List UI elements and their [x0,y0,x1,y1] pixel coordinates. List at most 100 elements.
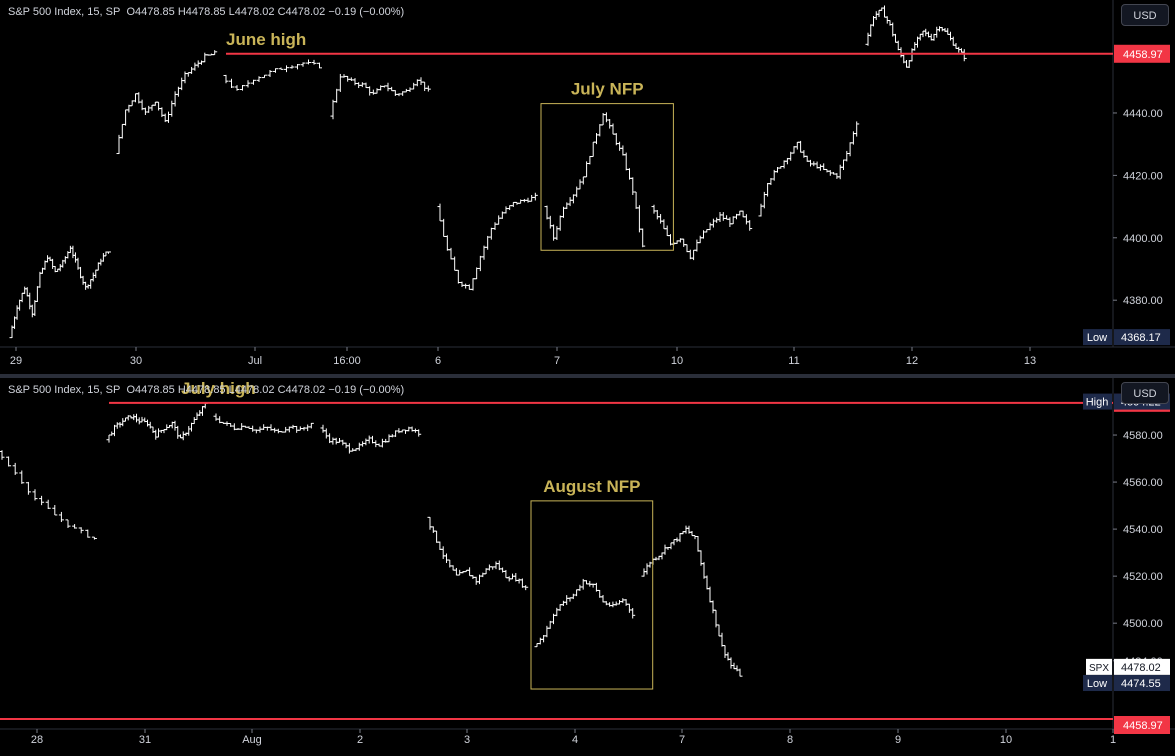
ohlc-bar [305,424,311,432]
ohlc-bar [873,11,879,20]
pane-separator[interactable] [0,374,1175,378]
ohlc-bar [430,526,436,533]
ohlc-bar [407,87,413,92]
time-tick-label: 12 [906,355,918,367]
ohlc-bar [19,470,25,484]
ohlc-bar [865,32,871,46]
level2-price-badge [1114,716,1170,734]
ohlc-bar [65,519,71,529]
ohlc-bar [547,215,553,229]
ohlc-bar [617,141,623,151]
level2-price-badge-label: 4458.97 [1123,720,1163,732]
low-badge-tag [1083,329,1112,346]
ohlc-bar [37,271,43,288]
ohlc-bar [6,456,12,467]
ohlc-bar [32,489,38,501]
ohlc-bar [636,205,642,233]
ohlc-bar [359,82,365,88]
ohlc-bar [213,413,219,421]
ohlc-bar [0,450,5,460]
ohlc-bar [273,68,278,73]
ohlc-bar [554,607,560,617]
chart-svg-bottom[interactable]: 4484.004500.004520.004540.004560.004580.… [0,378,1175,756]
ohlc-bar [808,159,813,167]
ohlc-bar [311,59,317,65]
chart-pane-bottom[interactable]: 4484.004500.004520.004540.004560.004580.… [0,378,1175,756]
ohlc-bar [166,111,171,123]
ohlc-bar [70,245,76,259]
ohlc-bar [169,100,175,117]
ohlc-bar [119,123,125,139]
ohlc-bar [78,527,84,534]
ohlc-bar [945,28,951,35]
ohlc-bar [503,206,509,214]
ohlc-bar [948,31,953,41]
ohlc-bar [485,235,491,250]
ohlc-bar [701,562,707,579]
ohlc-bar [912,42,918,51]
ohlc-bar [610,123,616,135]
ohlc-bar [441,218,447,237]
time-tick-label: 7 [554,355,560,367]
ohlc-bar [337,437,342,443]
ohlc-bar [659,552,665,560]
ohlc-bar [895,40,901,51]
ohlc-bar [88,279,94,289]
ohlc-bar [374,88,380,94]
ohlc-bar [455,269,461,284]
ohlc-bar [743,214,749,225]
ohlc-bar [923,28,929,37]
ohlc-bar [202,52,208,63]
ohlc-bar [153,429,159,440]
nfp-highlight-box [540,103,674,251]
currency-button-top[interactable]: USD [1121,4,1169,26]
chart-svg-top[interactable]: 4380.00 4400.00 4420.00 4440.00 29 30 Jul 16:00… [0,0,1175,374]
ohlc-bar [620,145,626,156]
currency-button-bottom[interactable]: USD [1121,382,1169,404]
ohlc-bar [841,159,846,171]
price-tick-label: 4420.00 [1123,170,1163,182]
ohlc-bar [356,442,362,451]
symbol-legend-bottom: S&P 500 Index, 15, SP O4478.85 H4478.85 … [8,384,404,396]
ohlc-bar [363,438,369,446]
ohlc-bar [662,544,668,555]
ohlc-bar [191,417,197,425]
ohlc-bar [516,578,522,584]
ohlc-bar [917,33,923,41]
ohlc-bar [544,205,550,220]
ohlc-bar [854,121,860,137]
ohlc-bar [275,428,281,434]
ohlc-bar [93,269,99,278]
ohlc-bar [308,422,314,429]
ohlc-bar [29,304,35,318]
ohlc-bar [453,567,459,576]
level-annotation: July high [181,379,256,398]
ohlc-bar [156,101,162,111]
ohlc-bar [459,281,465,287]
ohlc-bar [467,567,473,577]
price-tick-label: 4540.00 [1123,524,1163,536]
ohlc-bar [348,77,354,81]
nfp-highlight-box [530,500,654,690]
ohlc-bar [106,434,112,443]
ohlc-bar [847,142,853,157]
ohlc-bar [564,202,570,210]
ohlc-bar [278,67,284,70]
level-price-badge-label: 4458.97 [1123,49,1163,61]
ohlc-bar [284,65,289,73]
time-tick-label: 16:00 [333,355,361,367]
chart-pane-top[interactable]: 4380.00 4400.00 4420.00 4440.00 29 30 Jul 16:00… [0,0,1175,374]
ohlc-bar [345,75,351,82]
legend-close: C4478.02 [277,384,326,396]
ohlc-bar [691,249,697,261]
ohlc-bar [189,66,195,74]
ohlc-bar [195,60,201,68]
ohlc-bar [262,74,267,79]
ohlc-bar [623,152,629,171]
ohlc-bar [724,215,730,220]
spx-value: 4478.02 [1121,662,1161,674]
ohlc-bar [186,426,192,436]
ohlc-bar [45,499,51,510]
ohlc-bar [707,586,713,603]
ohlc-bar [234,85,240,91]
